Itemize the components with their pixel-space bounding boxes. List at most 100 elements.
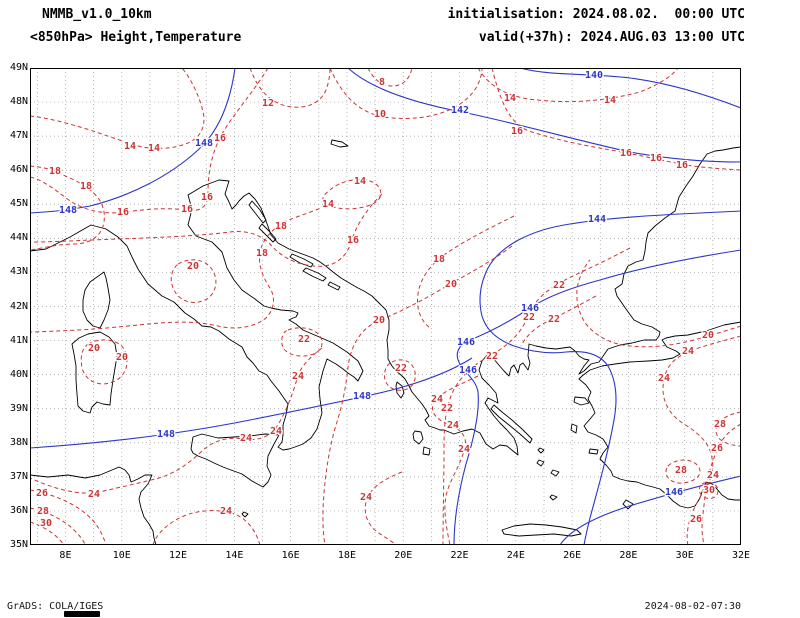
temperature-contour-line: [665, 459, 701, 484]
temperature-contour-label: 22: [395, 363, 407, 374]
temperature-contour-label: 24: [458, 444, 470, 455]
coastline-path: [248, 200, 267, 224]
grads-logo-box: [64, 611, 100, 617]
temperature-contour-line: [29, 193, 383, 267]
temperature-contour-label: 20: [116, 352, 128, 363]
model-name: NMMB_v1.0_10km: [42, 7, 152, 22]
lon-tick-label: 14E: [225, 550, 244, 561]
coastline-path: [289, 253, 314, 268]
temperature-contour-label: 24: [292, 371, 304, 382]
temperature-contour-line: [698, 481, 719, 500]
temperature-contour-label: 28: [37, 506, 49, 517]
height-contour-line: [29, 67, 236, 214]
coastline-path: [570, 423, 578, 434]
temperature-contour-label: 14: [148, 143, 160, 154]
height-contour-label: 146: [665, 487, 683, 498]
lat-tick-label: 48N: [9, 96, 28, 108]
temperature-contour-line: [432, 375, 479, 546]
temperature-contour-line: [29, 67, 205, 149]
coastline-path: [549, 494, 558, 501]
lon-tick-label: 32E: [731, 550, 751, 561]
coastline-path: [29, 466, 157, 546]
coastlines: [29, 139, 742, 546]
lon-tick-label: 26E: [563, 550, 582, 561]
temperature-contour-label: 24: [88, 489, 100, 500]
temperature-contours: [29, 67, 742, 546]
temperature-contour-label: 24: [658, 373, 670, 384]
coastline-path: [573, 396, 590, 406]
render-timestamp: 2024-08-02-07:30: [644, 601, 741, 612]
lon-tick-label: 10E: [112, 550, 131, 561]
height-contour-label: 148: [157, 429, 175, 440]
temperature-contour-line: [170, 259, 217, 303]
grads-credit: GrADS: COLA/IGES: [7, 601, 104, 612]
coastline-path: [536, 459, 545, 467]
lat-tick-label: 44N: [9, 232, 28, 244]
temperature-contour-label: 16: [650, 153, 662, 164]
temperature-contour-line: [322, 245, 513, 546]
coastline-path: [490, 404, 533, 444]
temperature-contour-label: 24: [240, 433, 252, 444]
lat-tick-label: 35N: [9, 539, 28, 550]
lat-tick-label: 41N: [9, 334, 28, 346]
temperature-contour-label: 18: [80, 181, 92, 192]
temperature-contour-line: [29, 347, 323, 494]
coastline-path: [395, 381, 405, 399]
temperature-contour-label: 28: [714, 419, 726, 430]
temperature-contour-label: 24: [707, 470, 719, 481]
height-contour-label: 146: [459, 365, 477, 376]
temperature-contour-label: 14: [322, 199, 334, 210]
height-contour-line: [479, 210, 742, 546]
temperature-contour-label: 18: [49, 166, 61, 177]
temperature-contour-label: 16: [214, 133, 226, 144]
temperature-contour-label: 18: [433, 254, 445, 265]
coastline-path: [82, 271, 111, 329]
lon-tick-label: 24E: [506, 550, 525, 561]
temperature-contour-line: [29, 489, 107, 546]
coastline-path: [330, 139, 349, 148]
lat-tick-label: 40N: [9, 368, 28, 380]
temperature-contour-label: 16: [620, 148, 632, 159]
temperature-contour-label: 24: [270, 426, 282, 437]
temperature-contour-label: 22: [548, 314, 560, 325]
lat-tick-label: 37N: [9, 470, 28, 482]
coastline-path: [412, 430, 424, 445]
coastline-path: [258, 223, 277, 243]
height-contour-line: [453, 249, 742, 546]
coastline-path: [622, 499, 634, 510]
temperature-contour-label: 22: [553, 280, 565, 291]
temperature-contour-label: 14: [124, 141, 136, 152]
height-contour-label: 148: [195, 138, 213, 149]
lat-tick-label: 46N: [9, 164, 28, 176]
lat-tick-label: 47N: [9, 130, 28, 142]
lon-tick-label: 30E: [675, 550, 694, 561]
temperature-contour-label: 20: [187, 261, 199, 272]
temperature-contour-label: 26: [36, 488, 48, 499]
temperature-contour-line: [364, 471, 403, 546]
valid-time: valid(+37h): 2024.AUG.03 13:00 UTC: [478, 30, 745, 45]
product-title: <850hPa> Height,Temperature: [30, 30, 242, 45]
map-plot-area: 140 142 148 148 144 146 146 146 148 148 146 8 10 12 14…: [29, 67, 742, 546]
height-contour-line: [519, 67, 742, 109]
temperature-contour-line: [29, 165, 105, 251]
lon-tick-label: 12E: [169, 550, 188, 561]
temperature-contour-label: 16: [347, 235, 359, 246]
temperature-contour-label: 24: [360, 492, 372, 503]
grid-lines: [30, 68, 741, 545]
temperature-contour-label: 16: [676, 160, 688, 171]
temperature-contour-line: [701, 423, 742, 546]
temperature-contour-label: 10: [374, 109, 386, 120]
height-contour-label: 144: [588, 214, 606, 225]
map-frame: [30, 68, 741, 545]
coastline-path: [71, 331, 118, 414]
temperature-contour-line: [520, 295, 597, 347]
temperature-contour-label: 22: [298, 334, 310, 345]
temperature-contour-line: [152, 510, 261, 546]
temperature-contour-label: 24: [431, 394, 443, 405]
temperature-contour-label: 20: [88, 343, 100, 354]
temperature-contour-label: 26: [690, 514, 702, 525]
coastline-path: [29, 146, 742, 456]
lat-tick-label: 38N: [9, 436, 28, 448]
contour-map: 140 142 148 148 144 146 146 146 148 148 146 8 10 12 14…: [29, 67, 742, 546]
temperature-contour-label: 14: [504, 93, 516, 104]
